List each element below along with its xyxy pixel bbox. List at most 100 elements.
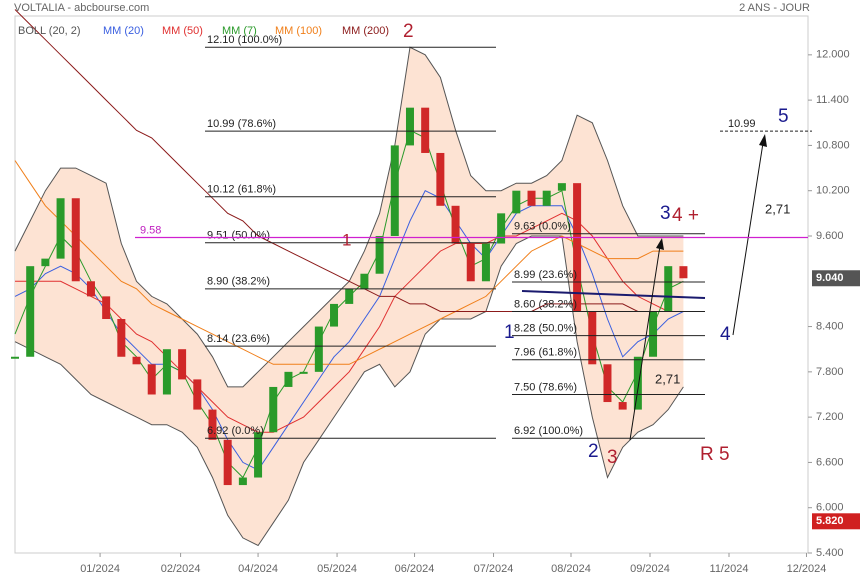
candle — [86, 281, 95, 297]
candle — [618, 402, 627, 410]
candle — [162, 349, 171, 395]
wave-label: 1 — [504, 322, 515, 343]
wave-label: 1 — [342, 230, 351, 249]
candle — [664, 266, 673, 312]
wave-label: 2,71 — [655, 371, 680, 386]
fib-label: 10.99 (78.6%) — [207, 118, 276, 130]
candle — [71, 198, 80, 282]
legend-entry: MM (7) — [222, 25, 257, 37]
fib-label: 9.63 (0.0%) — [514, 221, 571, 233]
candle — [345, 288, 354, 304]
wave-label: 4 + — [672, 205, 699, 226]
y-tick-label: 6.000 — [816, 502, 844, 514]
candle — [542, 190, 551, 206]
bollinger-lower — [14, 235, 684, 547]
candle — [102, 296, 111, 320]
fib-label: 8.99 (23.6%) — [514, 269, 577, 281]
y-tick-label: 7.800 — [816, 366, 844, 378]
fib-label: 8.28 (50.0%) — [514, 323, 577, 335]
fib-label: 10.12 (61.8%) — [207, 184, 276, 196]
chart-title: VOLTALIA - abcbourse.com — [14, 2, 149, 14]
candle — [299, 371, 308, 374]
x-tick-label: 08/2024 — [551, 563, 591, 575]
candle — [41, 258, 50, 267]
candle — [223, 439, 232, 486]
wave-label: 3 — [607, 447, 618, 468]
wave-label: 5 — [778, 106, 789, 127]
x-tick-label: 09/2024 — [630, 563, 670, 575]
fib-label: 12.10 (100.0%) — [207, 34, 282, 46]
candle — [679, 266, 688, 279]
legend-entry: MM (100) — [275, 25, 322, 37]
legend-entry: MM (50) — [162, 25, 203, 37]
y-tick-label: 10.800 — [816, 139, 850, 151]
candle — [193, 379, 202, 410]
candle — [314, 326, 323, 372]
candle — [390, 145, 399, 236]
arrow-line — [732, 142, 764, 336]
y-tick-label: 9.600 — [816, 230, 844, 242]
y-tick-label: 12.000 — [816, 49, 850, 61]
wave-label: 4 — [720, 324, 731, 345]
x-tick-label: 04/2024 — [238, 563, 278, 575]
fib-label: 8.90 (38.2%) — [207, 276, 270, 288]
moving-average — [14, 9, 684, 312]
fib-label: 9.51 (50.0%) — [207, 230, 270, 242]
chart-subtitle: 2 ANS - JOUR — [739, 2, 810, 14]
candle — [375, 235, 384, 274]
fib-label: 7.96 (61.8%) — [514, 347, 577, 359]
legend-entry: MM (200) — [342, 25, 389, 37]
candle — [269, 386, 278, 433]
price-badge-label: 5.820 — [816, 515, 844, 527]
candle — [497, 213, 506, 244]
moving-average — [14, 160, 684, 365]
candle — [436, 152, 445, 206]
price-badge-label: 9.040 — [816, 272, 844, 284]
fib-label: 8.60 (38.2%) — [514, 298, 577, 310]
moving-average — [15, 212, 684, 433]
candle — [117, 319, 126, 357]
candle — [360, 273, 369, 289]
fib-label: 7.50 (78.6%) — [514, 381, 577, 393]
candle — [147, 364, 156, 395]
arrow-head — [759, 134, 767, 147]
candle — [284, 371, 293, 387]
candle — [603, 364, 612, 403]
x-tick-label: 07/2024 — [474, 563, 514, 575]
resistance-label: 9.58 — [140, 224, 161, 236]
candle — [26, 266, 35, 357]
candle — [421, 107, 430, 153]
candle — [573, 183, 582, 312]
candle — [254, 432, 263, 478]
x-tick-label: 01/2024 — [80, 563, 120, 575]
candle — [466, 243, 475, 282]
wave-label: 2,71 — [765, 201, 790, 216]
candle — [588, 311, 597, 365]
candle — [649, 311, 658, 357]
y-tick-label: 6.600 — [816, 456, 844, 468]
y-tick-label: 7.200 — [816, 411, 844, 423]
candle — [527, 190, 536, 206]
main-layer — [11, 9, 688, 486]
x-tick-label: 02/2024 — [161, 563, 201, 575]
candle — [56, 198, 65, 259]
y-tick-label: 10.200 — [816, 185, 850, 197]
wave-label: R 5 — [700, 444, 730, 465]
y-tick-label: 11.400 — [816, 94, 849, 106]
y-tick-label: 5.400 — [816, 547, 844, 559]
candle — [451, 205, 460, 244]
x-tick-label: 11/2024 — [710, 563, 749, 575]
price-badge — [812, 270, 860, 287]
arrow-line — [629, 245, 661, 441]
x-tick-label: 05/2024 — [317, 563, 357, 575]
x-tick-label: 06/2024 — [395, 563, 435, 575]
candle — [405, 107, 414, 146]
arrow-head — [656, 238, 664, 250]
price-badge — [812, 513, 860, 530]
wave-label: 2 — [588, 441, 599, 462]
candle — [208, 409, 217, 440]
wave-label: 3 — [660, 203, 671, 224]
candle — [132, 356, 141, 365]
